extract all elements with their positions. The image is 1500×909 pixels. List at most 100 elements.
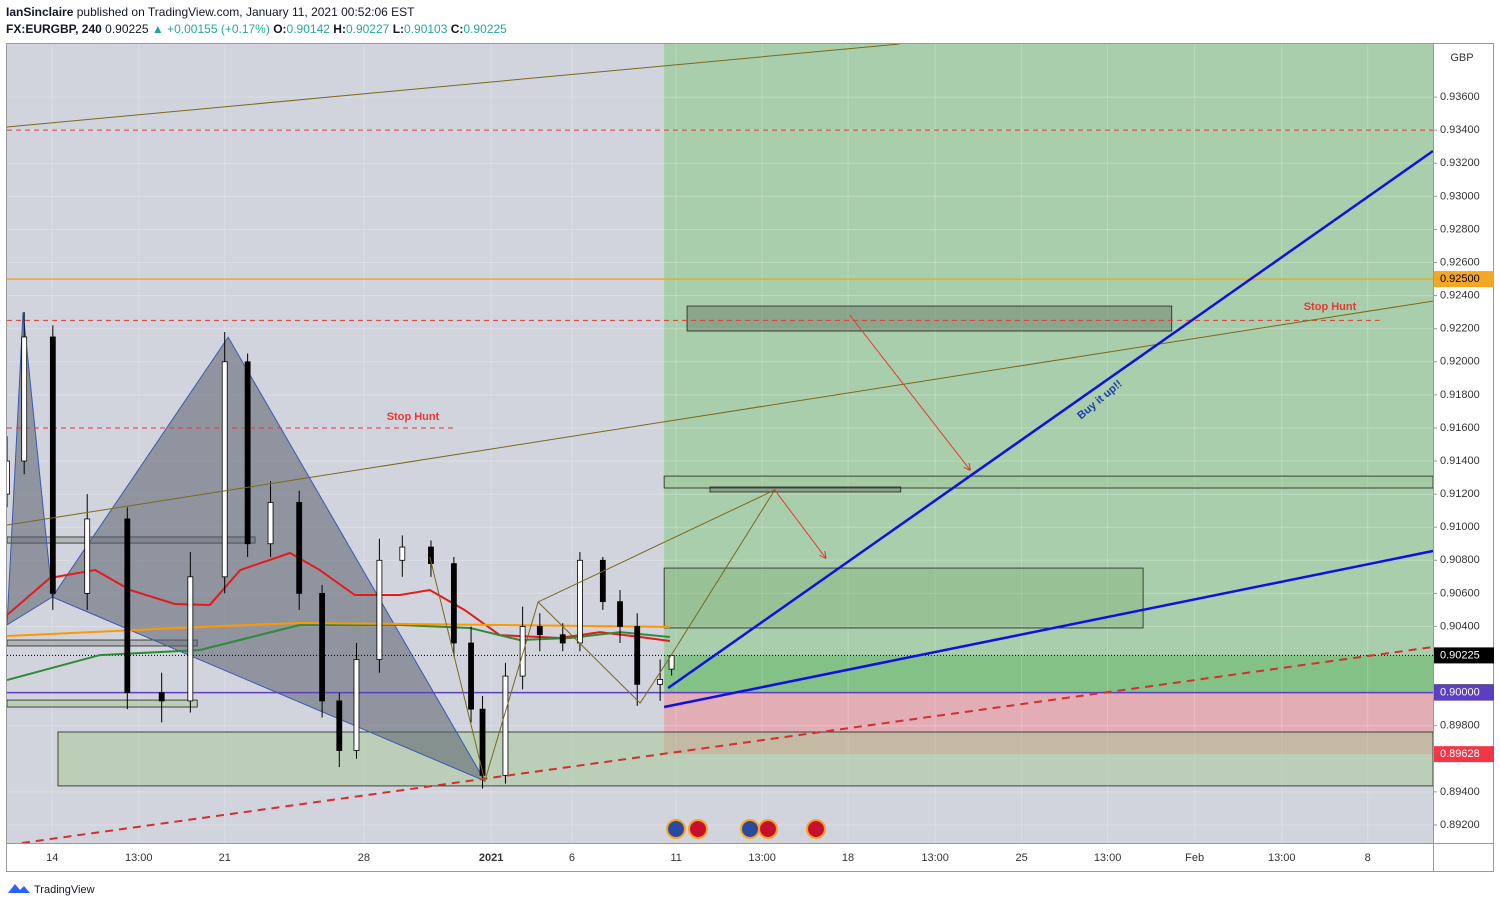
candle-body — [7, 460, 10, 495]
price-label: 0.89628 — [1440, 748, 1480, 760]
event-icon — [740, 819, 760, 839]
price-label: 0.90000 — [1440, 687, 1480, 699]
moving-average — [7, 623, 670, 682]
change: ▲ +0.00155 (+0.17%) — [151, 22, 270, 36]
zone-box — [709, 486, 902, 493]
candle-body — [657, 678, 664, 685]
y-tick-label: 0.89200 — [1440, 819, 1480, 831]
y-tick-label: 0.92400 — [1440, 290, 1480, 302]
x-tick-label: Feb — [1185, 852, 1204, 864]
zone-box — [663, 567, 1144, 629]
y-tick-label: 0.90800 — [1440, 554, 1480, 566]
y-tick-label: 0.91400 — [1440, 455, 1480, 467]
y-tick-label: 0.91600 — [1440, 422, 1480, 434]
position-target-zone — [664, 44, 1433, 693]
price-label: 0.92500 — [1440, 273, 1480, 285]
position-profit — [664, 655, 1433, 693]
candle-body — [296, 501, 303, 594]
trend-line — [663, 549, 1433, 709]
candle-body — [536, 626, 543, 636]
trend-line — [667, 150, 1433, 690]
event-icon — [758, 819, 778, 839]
candle-body — [124, 518, 131, 694]
x-tick-label: 2021 — [479, 852, 503, 864]
author: IanSinclaire — [6, 5, 74, 19]
y-tick-label: 0.90400 — [1440, 620, 1480, 632]
price-label: 0.90225 — [1440, 649, 1480, 661]
plot — [7, 44, 1433, 843]
candle-body — [158, 692, 165, 702]
last: 0.90225 — [105, 22, 149, 36]
candle-body — [577, 559, 583, 644]
y-tick-label: 0.91000 — [1440, 521, 1480, 533]
candle-body — [599, 559, 606, 603]
frame — [6, 43, 1494, 872]
candle-body — [617, 601, 623, 627]
publish-line: IanSinclaire published on TradingView.co… — [6, 4, 507, 21]
x-tick-label: 25 — [1016, 852, 1028, 864]
h-label: H: — [333, 22, 346, 36]
zone-box — [663, 475, 1433, 489]
event-icons — [666, 819, 826, 839]
y-tick-label: 0.92000 — [1440, 356, 1480, 368]
x-tick-label: 14 — [46, 852, 58, 864]
candle-body — [468, 642, 474, 710]
position-stop-zone — [664, 692, 1433, 755]
c-label: C: — [450, 22, 464, 36]
y-tick-label: 0.89400 — [1440, 786, 1480, 798]
y-tick-label: 0.92200 — [1440, 323, 1480, 335]
price-label-box — [1434, 684, 1494, 701]
x-tick-label: 8 — [1365, 852, 1371, 864]
h: 0.90227 — [345, 22, 390, 36]
pattern-triangle — [51, 336, 486, 783]
x-tick-label: 18 — [842, 852, 854, 864]
zone-box — [686, 305, 1173, 332]
annotation: Stop Hunt — [1304, 301, 1357, 313]
published: published on TradingView.com, January 11… — [76, 5, 415, 19]
x-tick-label: 6 — [569, 852, 575, 864]
candle-body — [267, 501, 274, 545]
x-tick-label: 13:00 — [125, 852, 153, 864]
zone-box — [7, 699, 198, 708]
o-label: O: — [273, 22, 287, 36]
annotation: Stop Hunt — [387, 411, 440, 423]
y-tick-label: 0.93000 — [1440, 190, 1480, 202]
candle-body — [519, 626, 526, 677]
y-tick-label: 0.90600 — [1440, 587, 1480, 599]
candle-body — [376, 559, 383, 660]
logo — [8, 884, 30, 893]
candle-body — [336, 700, 343, 751]
price-label-box — [1434, 746, 1494, 763]
trend-line — [7, 300, 1433, 526]
candle-body — [221, 361, 228, 578]
candle-body — [479, 708, 486, 776]
candle-body — [244, 361, 251, 545]
event-icon — [666, 819, 686, 839]
symbol: FX:EURGBP, 240 — [6, 22, 102, 36]
moving-average — [7, 621, 670, 638]
o: 0.90142 — [286, 22, 330, 36]
price-label-box — [1434, 271, 1494, 288]
y-tick-label: 0.91200 — [1440, 488, 1480, 500]
zone-box — [57, 731, 1433, 787]
candle-body — [84, 518, 91, 594]
event-icon — [806, 819, 826, 839]
x-tick-label: 13:00 — [1268, 852, 1296, 864]
y-tick-label: 0.92600 — [1440, 256, 1480, 268]
candle-body — [634, 626, 641, 685]
arrow — [774, 489, 826, 558]
x-tick-label: 13:00 — [921, 852, 949, 864]
y-tick-label: 0.93400 — [1440, 124, 1480, 136]
candle-body — [559, 634, 566, 644]
l: 0.90103 — [404, 22, 448, 36]
candle-body — [187, 576, 194, 702]
candle-body — [502, 675, 509, 776]
currency: GBP — [1450, 52, 1473, 64]
x-tick-label: 11 — [670, 852, 681, 864]
candle-body — [21, 336, 28, 462]
symbol-line: FX:EURGBP, 240 0.90225 ▲ +0.00155 (+0.17… — [6, 21, 507, 38]
trend-line — [7, 44, 900, 128]
axes: 0.89200 0.89400 0.89800 0.90400 0.90600 0.908… — [46, 91, 1494, 864]
